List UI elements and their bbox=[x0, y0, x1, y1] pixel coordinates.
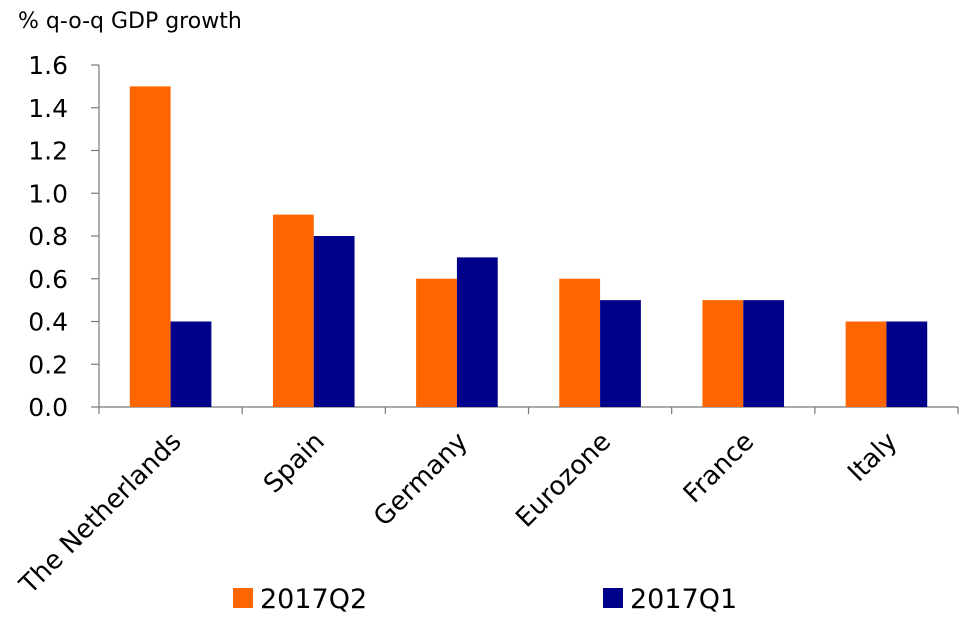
bar-2017Q1-the-netherlands bbox=[170, 321, 212, 407]
category-labels: The Netherlands Spain Germany Eurozone Franc… bbox=[14, 427, 904, 601]
bar-2017Q2-eurozone bbox=[559, 278, 601, 407]
bar-2017Q2-france bbox=[702, 300, 744, 408]
x-category-label: Italy bbox=[842, 427, 903, 488]
y-tick-label: 0.2 bbox=[28, 350, 68, 379]
x-category-label: The Netherlands bbox=[14, 427, 188, 601]
y-unit-label: % q-o-q GDP growth bbox=[18, 9, 242, 34]
y-tick-label: 0.0 bbox=[28, 393, 68, 422]
y-tick-label: 1.0 bbox=[28, 179, 68, 208]
legend-label: 2017Q1 bbox=[630, 584, 737, 615]
y-tick-label: 1.4 bbox=[28, 94, 68, 123]
bar-2017Q1-spain bbox=[313, 236, 355, 407]
y-tick-label: 1.2 bbox=[28, 137, 68, 166]
y-tick-label: 0.6 bbox=[28, 265, 68, 294]
bar-2017Q2-germany bbox=[416, 278, 457, 407]
x-category-label: Eurozone bbox=[510, 427, 617, 534]
legend-label: 2017Q2 bbox=[260, 584, 367, 615]
bar-2017Q2-the-netherlands bbox=[129, 86, 171, 408]
y-tick-label: 0.8 bbox=[28, 222, 68, 251]
legend: 2017Q2 2017Q1 bbox=[233, 584, 737, 615]
legend-swatch bbox=[603, 588, 623, 608]
bar-2017Q2-italy bbox=[845, 321, 887, 407]
x-category-label: Germany bbox=[368, 427, 474, 533]
bar-2017Q1-italy bbox=[886, 321, 928, 407]
y-tick-label: 0.4 bbox=[28, 308, 68, 337]
bar-2017Q1-germany bbox=[456, 257, 498, 408]
bar-2017Q1-eurozone bbox=[600, 300, 641, 408]
bar-2017Q1-france bbox=[743, 300, 785, 408]
x-category-label: Spain bbox=[258, 427, 331, 500]
y-axis: 0.0 0.2 0.4 0.6 0.8 1.0 1.2 1.4 1.6 bbox=[28, 51, 100, 422]
x-category-label: France bbox=[678, 427, 760, 509]
legend-swatch bbox=[233, 588, 253, 608]
bars bbox=[129, 86, 928, 408]
bar-2017Q2-spain bbox=[272, 214, 314, 408]
x-axis bbox=[98, 406, 959, 414]
y-tick-label: 1.6 bbox=[28, 51, 68, 80]
